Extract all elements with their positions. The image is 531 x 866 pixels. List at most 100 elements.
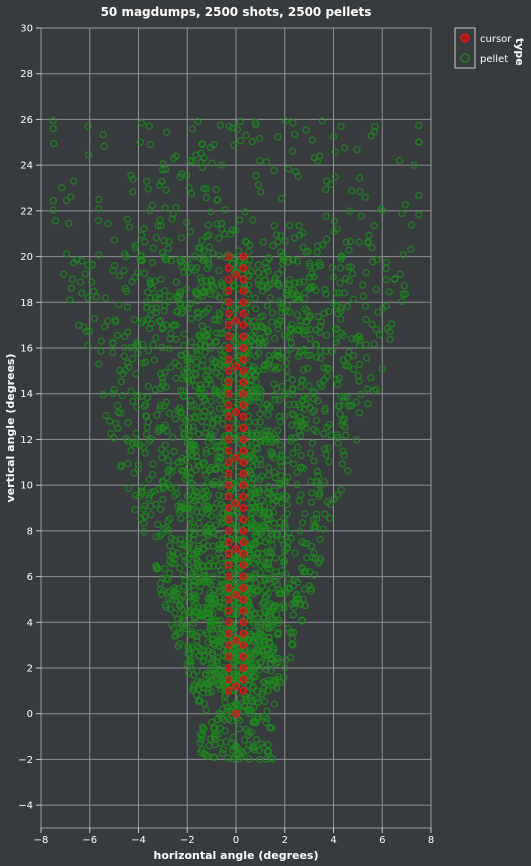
pellet-point	[245, 755, 253, 763]
legend-label-pellet: pellet	[480, 54, 508, 65]
pellet-point	[177, 466, 186, 475]
pellet-point	[317, 354, 325, 362]
pellet-point	[320, 364, 328, 372]
pellet-point	[283, 373, 291, 382]
pellet-point	[257, 527, 266, 535]
pellet-point	[295, 497, 303, 505]
pellet-point	[176, 408, 184, 417]
pellet-point	[169, 210, 177, 218]
pellet-point	[207, 593, 216, 602]
pellet-point	[415, 121, 423, 130]
pellet-point	[248, 585, 256, 593]
pellet-point	[67, 193, 75, 201]
pellet-point	[214, 531, 223, 539]
cursor-point	[239, 664, 248, 672]
pellet-point	[198, 417, 206, 426]
pellet-point	[282, 656, 290, 664]
pellet-point	[207, 208, 215, 216]
pellet-point	[205, 243, 214, 251]
pellet-point	[261, 259, 270, 267]
x-tick-label: −8	[34, 835, 49, 846]
pellet-point	[201, 571, 209, 580]
pellet-point	[189, 426, 198, 435]
pellet-point	[359, 292, 368, 300]
pellet-point	[323, 235, 331, 243]
pellet-point	[171, 536, 179, 544]
pellet-point	[211, 427, 219, 435]
pellet-point	[274, 238, 282, 246]
pellet-point	[336, 315, 345, 323]
cursor-point	[224, 515, 233, 524]
pellet-point	[285, 221, 294, 230]
pellet-point	[302, 126, 310, 134]
pellet-point	[171, 609, 179, 617]
pellet-point	[145, 122, 153, 130]
pellet-point	[156, 505, 165, 514]
pellet-point	[95, 360, 103, 368]
pellet-point	[321, 285, 329, 294]
pellet-point	[272, 384, 281, 392]
pellet-point	[297, 347, 306, 355]
pellet-point	[219, 329, 227, 337]
pellet-point	[260, 614, 269, 622]
pellet-point	[209, 249, 217, 257]
pellet-point	[266, 565, 274, 573]
pellet-point	[281, 117, 290, 125]
pellet-point	[264, 601, 273, 610]
legend-label-cursor: cursor	[480, 34, 512, 45]
pellet-point	[231, 650, 239, 658]
pellet-point	[294, 417, 302, 425]
cursor-point	[239, 344, 248, 352]
pellet-point	[123, 359, 132, 367]
pellet-point	[256, 188, 265, 196]
pellet-point	[145, 494, 153, 503]
pellet-point	[194, 117, 202, 125]
pellet-point	[277, 499, 286, 507]
pellet-point	[242, 695, 250, 703]
pellet-point	[294, 326, 303, 335]
pellet-point	[88, 278, 96, 286]
pellet-point	[216, 396, 224, 404]
cursor-point	[239, 481, 248, 489]
pellet-point	[198, 237, 206, 245]
pellet-point	[327, 431, 335, 439]
pellet-point	[195, 629, 204, 637]
pellet-point	[325, 458, 333, 466]
pellet-point	[194, 677, 202, 686]
pellet-point	[162, 186, 171, 194]
pellet-point	[270, 454, 278, 462]
cursor-point	[224, 435, 233, 444]
pellet-point	[305, 284, 313, 293]
pellet-point	[355, 174, 364, 182]
pellet-point	[172, 374, 180, 382]
pellet-point	[190, 492, 199, 500]
pellet-point	[158, 374, 167, 382]
pellet-point	[215, 680, 223, 688]
pellet-point	[200, 725, 208, 733]
pellet-point	[135, 493, 143, 501]
pellet-point	[355, 238, 363, 246]
cursor-point	[224, 675, 233, 684]
legend: cursor pellet type	[454, 27, 526, 69]
pellet-point	[307, 489, 316, 497]
pellet-point	[187, 523, 195, 531]
pellet-point	[196, 274, 205, 282]
pellet-point	[355, 377, 363, 385]
pellet-point	[166, 515, 174, 523]
pellet-point	[217, 391, 225, 399]
cursor-point	[239, 595, 248, 604]
pellet-point	[277, 458, 285, 466]
pellet-point	[410, 161, 418, 169]
pellet-point	[159, 485, 167, 493]
pellet-point	[109, 389, 117, 398]
pellet-point	[274, 320, 282, 329]
pellet-point	[272, 610, 281, 619]
pellet-point	[144, 382, 153, 391]
pellet-point	[307, 477, 315, 486]
pellet-point	[329, 273, 338, 282]
pellet-point	[204, 647, 212, 655]
pellet-point	[386, 335, 394, 344]
pellet-point	[287, 434, 295, 442]
pellet-point	[283, 301, 291, 310]
y-tick-label: −2	[18, 755, 33, 766]
